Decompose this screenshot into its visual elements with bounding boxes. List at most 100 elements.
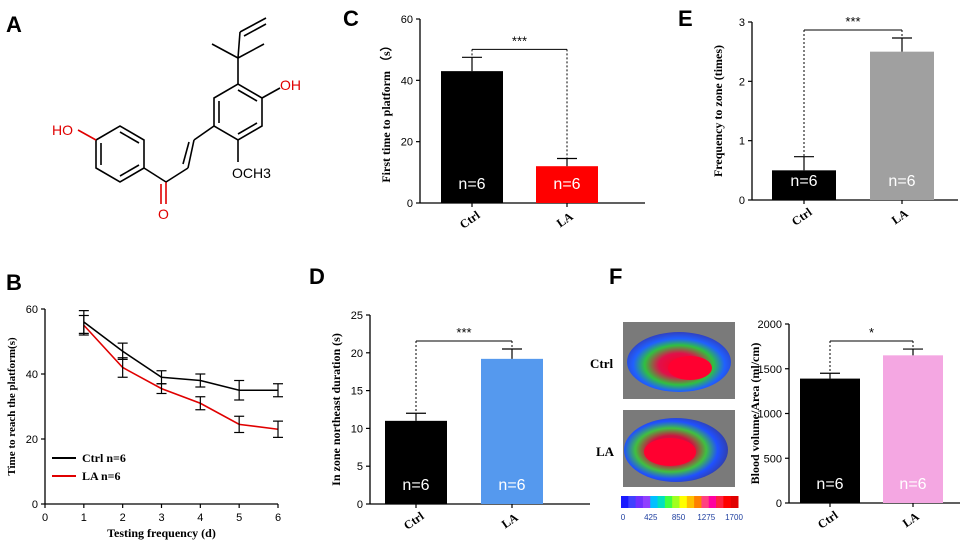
scale-segment bbox=[730, 496, 739, 508]
n-label: n=6 bbox=[899, 476, 926, 493]
x-tick-label: 0 bbox=[42, 512, 48, 524]
y-tick-label: 60 bbox=[401, 14, 413, 26]
bar-la bbox=[481, 358, 543, 504]
bar-ctrl bbox=[441, 71, 503, 203]
chart-d: 0 5 10 15 20 25 n=6 Ctrl n=6 LA *** In zone northea… bbox=[329, 310, 590, 533]
series-la: LA n=6 bbox=[52, 314, 283, 483]
y-tick-label: 1000 bbox=[758, 409, 782, 421]
y-tick-label: 20 bbox=[351, 348, 363, 360]
y-tick-label: 3 bbox=[739, 17, 745, 29]
flow-image-ctrl bbox=[623, 322, 735, 399]
x-tick-label: LA bbox=[554, 209, 576, 230]
scale-segment bbox=[694, 496, 702, 508]
x-tick-label: 3 bbox=[158, 512, 164, 524]
y-tick-label: 0 bbox=[407, 198, 413, 210]
x-tick-label: LA bbox=[889, 206, 911, 227]
n-label: n=6 bbox=[402, 477, 429, 494]
hydroxy-right-label: OH bbox=[280, 77, 301, 93]
panel-label-c: C bbox=[343, 6, 359, 31]
scale-tick-label: 425 bbox=[644, 513, 658, 522]
x-tick-label: Ctrl bbox=[457, 207, 483, 231]
y-tick-label: 60 bbox=[26, 304, 38, 316]
scale-segment bbox=[621, 496, 629, 508]
significance-label: *** bbox=[456, 325, 471, 340]
series-line bbox=[83, 324, 279, 431]
scale-segment bbox=[635, 496, 644, 508]
x-axis-label: Testing frequency (d) bbox=[107, 526, 216, 540]
bar-ctrl bbox=[772, 170, 836, 200]
carbonyl-oxygen-label: O bbox=[158, 206, 169, 222]
scale-segment bbox=[686, 496, 695, 508]
x-tick-label: Ctrl bbox=[789, 204, 815, 228]
x-tick-label: Ctrl bbox=[815, 507, 841, 531]
n-label: n=6 bbox=[888, 173, 915, 190]
x-tick-label: Ctrl bbox=[401, 508, 427, 532]
y-tick-label: 40 bbox=[26, 369, 38, 381]
bar-ctrl bbox=[800, 378, 860, 503]
chart-b: 0 20 40 60 0 1 2 3 4 5 6 Ctrl n=6 LA n=6 Testing freq… bbox=[6, 304, 283, 540]
y-tick-label: 2 bbox=[739, 76, 745, 88]
y-tick-label: 10 bbox=[351, 423, 363, 435]
y-tick-label: 40 bbox=[401, 75, 413, 87]
series-line bbox=[83, 321, 278, 392]
y-tick-label: 0 bbox=[739, 195, 745, 207]
scale-segment bbox=[672, 496, 680, 508]
panel-label-e: E bbox=[678, 6, 693, 31]
flow-image-la bbox=[623, 410, 735, 487]
flow-label-la: LA bbox=[596, 444, 615, 459]
chart-e: 0 1 2 3 n=6 Ctrl n=6 LA *** Frequency to zone (ti… bbox=[711, 14, 958, 229]
n-label: n=6 bbox=[498, 477, 525, 494]
n-label: n=6 bbox=[458, 176, 485, 193]
chart-c: 0 20 40 60 n=6 Ctrl n=6 LA *** First time to plat… bbox=[378, 14, 645, 232]
n-label: n=6 bbox=[790, 173, 817, 190]
bar-la bbox=[870, 51, 934, 200]
y-tick-label: 1 bbox=[739, 136, 745, 148]
x-tick-label: 4 bbox=[197, 512, 203, 524]
y-tick-label: 20 bbox=[26, 434, 38, 446]
panel-label-f: F bbox=[609, 264, 622, 289]
y-tick-label: 0 bbox=[32, 499, 38, 511]
x-tick-label: LA bbox=[900, 509, 922, 530]
flow-label-ctrl: Ctrl bbox=[590, 356, 613, 371]
y-tick-label: 500 bbox=[764, 453, 782, 465]
panel-label-b: B bbox=[6, 270, 22, 295]
scale-segment bbox=[708, 496, 717, 508]
y-tick-label: 15 bbox=[351, 386, 363, 398]
legend-label: LA n=6 bbox=[82, 469, 121, 483]
y-tick-label: 20 bbox=[401, 137, 413, 149]
y-axis-label: Frequency to zone (times) bbox=[711, 45, 725, 177]
significance-bracket: *** bbox=[803, 14, 903, 157]
scale-segment bbox=[628, 496, 637, 508]
color-scale-bar: 0 425 850 1275 1700 bbox=[621, 496, 743, 522]
bar-ctrl bbox=[385, 420, 447, 504]
phenol-ring bbox=[95, 125, 145, 183]
scale-tick-label: 1700 bbox=[725, 513, 743, 522]
chart-f: 0 500 1000 1500 2000 n=6 Ctrl n=6 LA * Blood volum… bbox=[748, 319, 960, 532]
bar-la bbox=[536, 166, 598, 203]
significance-label: *** bbox=[512, 33, 527, 48]
panel-label-a: A bbox=[6, 12, 22, 37]
significance-bracket: * bbox=[829, 325, 914, 374]
n-label: n=6 bbox=[816, 476, 843, 493]
scale-segment bbox=[679, 496, 688, 508]
chemical-structure bbox=[77, 17, 281, 204]
significance-bracket: *** bbox=[471, 33, 568, 159]
legend-label: Ctrl n=6 bbox=[82, 451, 126, 465]
scale-tick-label: 850 bbox=[672, 513, 686, 522]
y-tick-label: 25 bbox=[351, 310, 363, 322]
y-axis-label: First time to platform （s） bbox=[378, 39, 393, 182]
scale-segment bbox=[701, 496, 710, 508]
x-tick-label: 2 bbox=[120, 512, 126, 524]
scale-segment bbox=[650, 496, 659, 508]
y-tick-label: 0 bbox=[776, 498, 782, 510]
x-tick-label: 1 bbox=[81, 512, 87, 524]
scale-segment bbox=[664, 496, 673, 508]
methoxyphenol-ring bbox=[213, 83, 263, 141]
n-label: n=6 bbox=[553, 176, 580, 193]
significance-bracket: *** bbox=[415, 325, 513, 414]
panel-label-d: D bbox=[309, 264, 325, 289]
bar-la bbox=[883, 355, 943, 503]
methoxy-label: OCH3 bbox=[232, 165, 271, 181]
y-axis-label: Time to reach the platform(s) bbox=[6, 337, 18, 476]
